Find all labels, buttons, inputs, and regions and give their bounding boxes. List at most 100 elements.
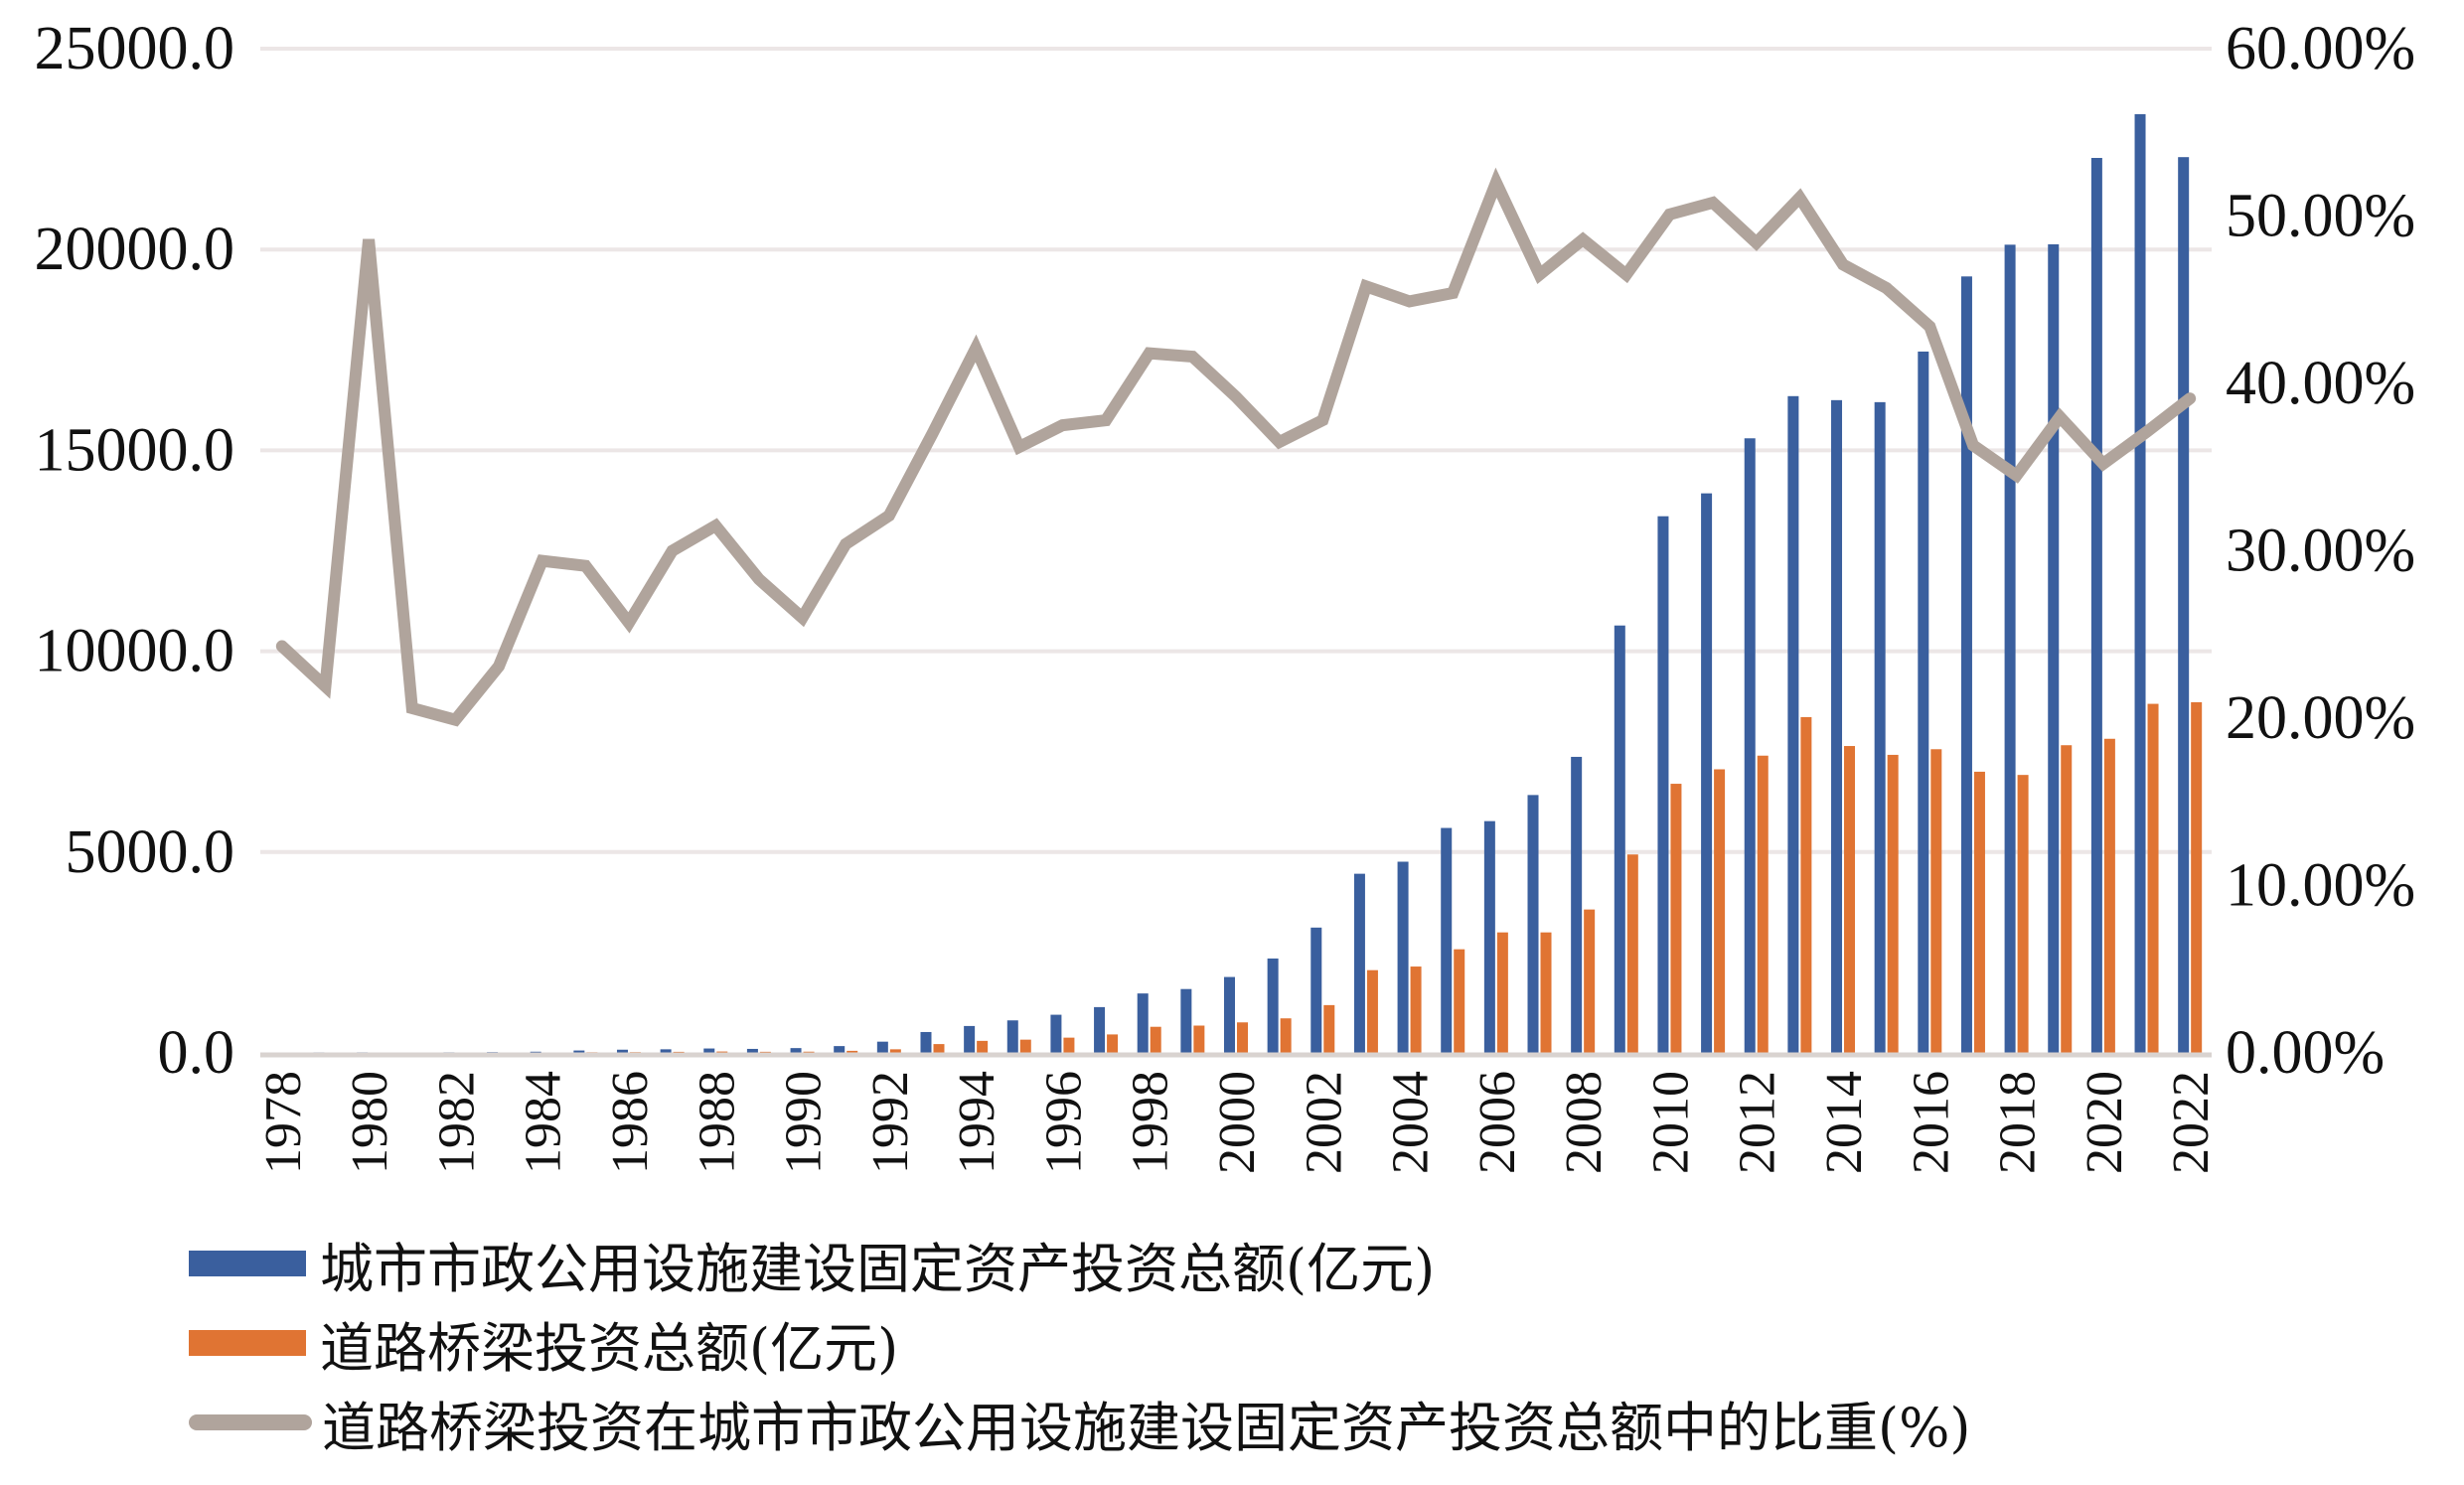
bar-road-bridge-investment	[889, 1049, 901, 1053]
legend-swatch-orange	[189, 1330, 306, 1356]
right-tick-label: 40.00%	[2226, 350, 2415, 417]
x-tick-label: 1998	[1123, 1071, 1179, 1174]
bar-total-investment	[1918, 351, 1929, 1053]
x-tick-label: 1996	[1035, 1071, 1092, 1174]
bar-road-bridge-investment	[1714, 769, 1726, 1053]
bar-road-bridge-investment	[2191, 701, 2203, 1053]
x-axis-ticks: 1978 1980 1982 1984 1986 1988 1990 1992 1994 1996…	[255, 1071, 2220, 1174]
bar-total-investment	[1137, 993, 1149, 1053]
x-tick-label: 1980	[342, 1071, 398, 1174]
bar-total-investment	[2134, 113, 2146, 1054]
left-tick-label: 5000.0	[66, 818, 235, 886]
bar-road-bridge-investment	[1063, 1037, 1075, 1053]
legend-label: 道路桥梁投资总额(亿元)	[320, 1316, 899, 1380]
right-tick-label: 30.00%	[2226, 518, 2415, 585]
bar-road-bridge-investment	[2017, 775, 2029, 1053]
bar-total-investment	[703, 1048, 715, 1053]
bar-total-investment	[1831, 399, 1843, 1054]
bar-total-investment	[1094, 1006, 1106, 1053]
right-tick-label: 10.00%	[2226, 852, 2415, 920]
right-tick-label: 50.00%	[2226, 183, 2415, 250]
bar-road-bridge-investment	[759, 1051, 771, 1053]
bar-total-investment	[1527, 795, 1539, 1053]
bar-total-investment	[1483, 820, 1495, 1053]
x-tick-label: 2014	[1816, 1071, 1873, 1174]
bar-road-bridge-investment	[1280, 1018, 1292, 1053]
x-tick-label: 1984	[516, 1071, 572, 1174]
bars	[269, 113, 2203, 1054]
bar-road-bridge-investment	[1584, 909, 1596, 1053]
legend-item-total-investment[interactable]: 城市市政公用设施建设固定资产投资总额(亿元)	[189, 1224, 1970, 1303]
right-tick-label: 0.00%	[2226, 1019, 2385, 1087]
bar-road-bridge-investment	[1150, 1026, 1161, 1053]
bar-road-bridge-investment	[2061, 745, 2073, 1053]
right-tick-label: 60.00%	[2226, 15, 2415, 82]
x-tick-label: 2010	[1642, 1071, 1699, 1174]
bar-road-bridge-investment	[1410, 966, 1422, 1053]
bar-road-bridge-investment	[1323, 1004, 1335, 1053]
x-tick-label: 1992	[862, 1071, 919, 1174]
bar-total-investment	[1657, 516, 1669, 1053]
x-tick-label: 2012	[1730, 1071, 1786, 1174]
bar-total-investment	[1614, 625, 1625, 1053]
x-tick-label: 1990	[776, 1071, 833, 1174]
bar-road-bridge-investment	[1887, 754, 1899, 1053]
left-tick-label: 15000.0	[35, 416, 235, 484]
bar-total-investment	[1006, 1020, 1018, 1053]
legend-label: 城市市政公用设施建设固定资产投资总额(亿元)	[320, 1237, 1436, 1300]
legend-item-road-bridge-investment[interactable]: 道路桥梁投资总额(亿元)	[189, 1303, 1970, 1383]
ratio-line-series	[275, 167, 2197, 727]
bar-road-bridge-investment	[716, 1051, 728, 1053]
x-tick-label: 2006	[1469, 1071, 1526, 1174]
x-tick-label: 2000	[1209, 1071, 1266, 1174]
right-tick-label: 20.00%	[2226, 684, 2415, 752]
bar-total-investment	[530, 1051, 541, 1053]
bar-total-investment	[1224, 976, 1235, 1053]
legend-label: 道路桥梁投资在城市市政公用设施建设固定资产投资总额中的比重(%)	[322, 1396, 1971, 1459]
bar-total-investment	[1701, 493, 1713, 1054]
x-tick-label: 1978	[255, 1071, 312, 1174]
bar-total-investment	[660, 1049, 672, 1053]
bar-total-investment	[1180, 988, 1192, 1053]
x-tick-label: 1982	[428, 1071, 485, 1174]
bar-road-bridge-investment	[1540, 932, 1552, 1053]
bar-total-investment	[1353, 873, 1365, 1053]
bar-total-investment	[573, 1050, 585, 1053]
x-tick-label: 2004	[1383, 1071, 1440, 1174]
bar-road-bridge-investment	[803, 1051, 815, 1053]
left-tick-label: 25000.0	[35, 15, 235, 82]
bar-total-investment	[1874, 401, 1886, 1053]
bar-road-bridge-investment	[1107, 1034, 1119, 1053]
bar-road-bridge-investment	[1366, 969, 1378, 1053]
bar-total-investment	[964, 1025, 976, 1053]
x-tick-label: 1988	[689, 1071, 745, 1174]
x-tick-label: 2002	[1296, 1071, 1352, 1174]
bar-road-bridge-investment	[2147, 703, 2159, 1053]
bar-road-bridge-investment	[2103, 738, 2115, 1053]
bar-total-investment	[2090, 157, 2102, 1053]
bar-road-bridge-investment	[1237, 1022, 1248, 1053]
bar-total-investment	[1571, 756, 1583, 1053]
bar-road-bridge-investment	[933, 1044, 945, 1053]
x-tick-label: 1994	[949, 1071, 1005, 1174]
bar-total-investment	[1310, 927, 1322, 1053]
x-tick-label: 2008	[1556, 1071, 1613, 1174]
bar-total-investment	[1960, 276, 1972, 1053]
legend-line-gray	[189, 1414, 312, 1430]
bar-total-investment	[1050, 1014, 1062, 1053]
bar-total-investment	[616, 1049, 628, 1053]
bar-total-investment	[2048, 243, 2060, 1053]
x-tick-label: 1986	[602, 1071, 659, 1174]
bar-total-investment	[2004, 244, 2016, 1054]
bar-total-investment	[1787, 395, 1799, 1053]
bar-road-bridge-investment	[847, 1050, 858, 1053]
right-axis-ticks: 0.00% 10.00% 20.00% 30.00% 40.00% 50.00% 60.00…	[2226, 15, 2415, 1087]
bar-road-bridge-investment	[1019, 1039, 1031, 1053]
bar-road-bridge-investment	[1757, 755, 1769, 1053]
gridlines	[260, 47, 2212, 854]
legend-item-ratio[interactable]: 道路桥梁投资在城市市政公用设施建设固定资产投资总额中的比重(%)	[189, 1383, 1970, 1462]
bar-road-bridge-investment	[1626, 854, 1638, 1053]
x-tick-label: 2022	[2163, 1071, 2220, 1174]
legend-swatch-blue	[189, 1251, 306, 1276]
